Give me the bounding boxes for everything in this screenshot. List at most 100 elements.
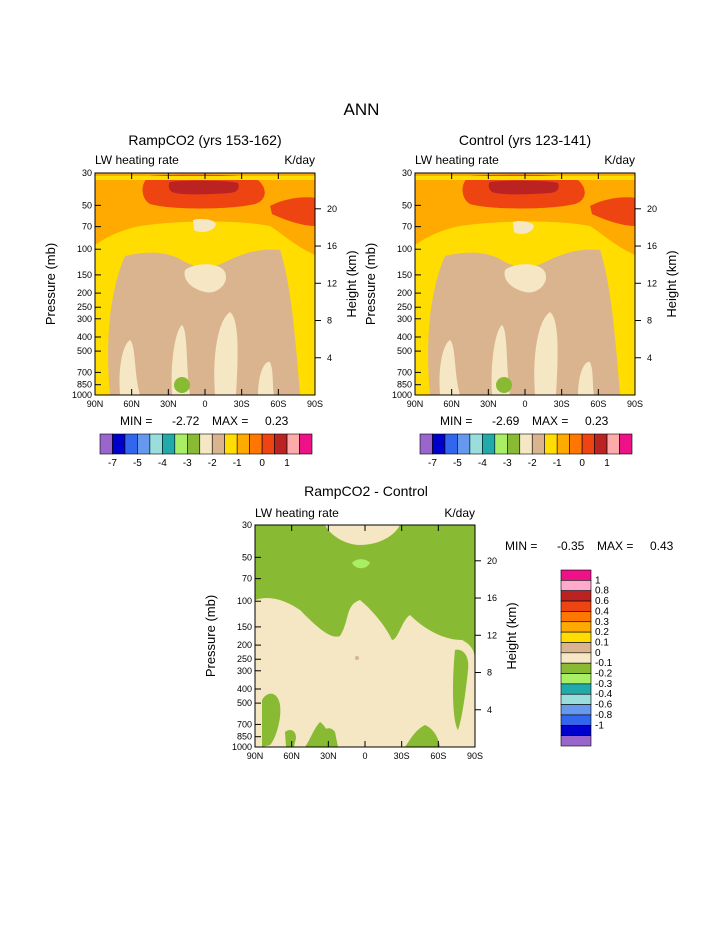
x-tick-label: 30N bbox=[160, 399, 177, 409]
contour-band-green bbox=[174, 377, 190, 393]
y2-axis-label: Height (km) bbox=[344, 250, 359, 317]
colorbar-label: -0.1 bbox=[595, 658, 613, 669]
contour-field bbox=[95, 173, 315, 395]
y-tick-label: 30 bbox=[82, 168, 92, 178]
colorbar-label: -0.2 bbox=[595, 669, 613, 680]
colorbar-swatch bbox=[211, 433, 226, 455]
x-axis: 90N 60N 30N 0 30S 60S 90S bbox=[247, 525, 483, 761]
x-tick-label: 60N bbox=[443, 399, 460, 409]
colorbar-label: 0.3 bbox=[595, 617, 609, 628]
colorbar-swatch bbox=[137, 433, 151, 455]
units-label: K/day bbox=[604, 153, 635, 167]
y2-tick-label: 4 bbox=[647, 353, 652, 363]
contour-band-light bbox=[119, 340, 140, 395]
colorbar-swatch bbox=[594, 433, 608, 455]
panel-title: RampCO2 (yrs 153-162) bbox=[128, 132, 281, 148]
colorbar-swatch bbox=[560, 580, 592, 592]
y-tick-label: 100 bbox=[237, 596, 252, 606]
max-label: MAX = bbox=[597, 539, 633, 553]
colorbar-label: 0.1 bbox=[595, 637, 609, 648]
colorbar-swatch bbox=[299, 433, 313, 455]
min-value: -2.69 bbox=[492, 414, 520, 428]
colorbar-label: -7 bbox=[428, 458, 437, 469]
y2-tick-label: 12 bbox=[647, 278, 657, 288]
y-tick-label: 500 bbox=[77, 346, 92, 356]
y-tick-label: 850 bbox=[77, 380, 92, 390]
colorbar-label: 0 bbox=[595, 648, 601, 659]
x-tick-label: 0 bbox=[522, 399, 527, 409]
max-label: MAX = bbox=[532, 414, 568, 428]
y-tick-label: 50 bbox=[82, 200, 92, 210]
contour-band-light bbox=[578, 361, 594, 395]
colorbar-swatch bbox=[560, 714, 592, 726]
colorbar-swatch bbox=[560, 683, 592, 695]
colorbar-swatch bbox=[174, 433, 188, 455]
contour-band-lightgreen bbox=[352, 559, 370, 569]
y-tick-label: 200 bbox=[77, 288, 92, 298]
contour-band-red-orange-right bbox=[270, 197, 315, 226]
panel-rampco2: RampCO2 (yrs 153-162) LW heating rate K/… bbox=[43, 132, 359, 469]
y-axis-label: Pressure (mb) bbox=[363, 243, 378, 325]
y2-tick-label: 8 bbox=[487, 668, 492, 678]
colorbar-swatch bbox=[544, 433, 558, 455]
contour-band-light bbox=[255, 598, 475, 747]
contour-band-light bbox=[258, 361, 274, 395]
y2-axis: 20 16 12 8 4 bbox=[635, 204, 657, 363]
x-tick-label: 90S bbox=[467, 751, 483, 761]
x-tick-label: 0 bbox=[362, 751, 367, 761]
colorbar-label: 1 bbox=[595, 575, 601, 586]
field-label: LW heating rate bbox=[255, 506, 339, 520]
panel-title: RampCO2 - Control bbox=[304, 483, 428, 499]
y-tick-label: 400 bbox=[77, 332, 92, 342]
x-tick-label: 60S bbox=[590, 399, 606, 409]
colorbar-swatch bbox=[560, 642, 592, 654]
page-title: ANN bbox=[343, 100, 380, 119]
colorbar-swatch bbox=[560, 693, 592, 705]
colorbar: -7 -5 -4 -3 -2 -1 0 1 bbox=[99, 433, 313, 469]
y-tick-label: 850 bbox=[237, 732, 252, 742]
colorbar-swatch bbox=[560, 724, 592, 736]
contour-field bbox=[415, 173, 635, 395]
colorbar-label: -1 bbox=[595, 720, 604, 731]
x-tick-label: 30S bbox=[394, 751, 410, 761]
contour-band-light bbox=[325, 525, 400, 545]
colorbar-swatch bbox=[560, 621, 592, 633]
y2-axis-label: Height (km) bbox=[664, 250, 679, 317]
y2-tick-label: 4 bbox=[487, 705, 492, 715]
y-tick-label: 70 bbox=[82, 222, 92, 232]
max-value: 0.23 bbox=[265, 414, 289, 428]
colorbar-label: 0.4 bbox=[595, 606, 609, 617]
y-tick-label: 250 bbox=[397, 302, 412, 312]
x-tick-label: 90N bbox=[87, 399, 104, 409]
colorbar-swatch bbox=[560, 631, 592, 643]
y-tick-label: 700 bbox=[77, 367, 92, 377]
colorbar-swatch bbox=[261, 433, 275, 455]
y-tick-label: 400 bbox=[237, 684, 252, 694]
y2-tick-label: 16 bbox=[327, 241, 337, 251]
max-value: 0.43 bbox=[650, 539, 674, 553]
panel-title: Control (yrs 123-141) bbox=[459, 132, 591, 148]
x-tick-label: 60S bbox=[270, 399, 286, 409]
colorbar: -7 -5 -4 -3 -2 -1 0 1 bbox=[419, 433, 633, 469]
colorbar-swatch bbox=[432, 433, 446, 455]
colorbar-swatch bbox=[560, 673, 592, 685]
min-label: MIN = bbox=[120, 414, 152, 428]
y-tick-label: 50 bbox=[242, 552, 252, 562]
x-tick-label: 60N bbox=[283, 751, 300, 761]
colorbar-swatch bbox=[249, 433, 263, 455]
colorbar-swatch bbox=[457, 433, 471, 455]
colorbar-swatch bbox=[199, 433, 213, 455]
colorbar-swatch bbox=[99, 433, 113, 455]
y-tick-label: 1000 bbox=[392, 390, 412, 400]
colorbar-swatch bbox=[162, 433, 176, 455]
x-axis: 90N 60N 30N 0 30S 60S 90S bbox=[407, 173, 643, 409]
y-tick-label: 70 bbox=[402, 222, 412, 232]
contour-field bbox=[255, 525, 475, 747]
y2-tick-label: 16 bbox=[647, 241, 657, 251]
colorbar-swatch bbox=[506, 433, 521, 455]
colorbar-swatch bbox=[186, 433, 201, 455]
contour-band-light bbox=[171, 325, 190, 395]
y2-tick-label: 12 bbox=[487, 630, 497, 640]
colorbar-label: -4 bbox=[478, 458, 487, 469]
